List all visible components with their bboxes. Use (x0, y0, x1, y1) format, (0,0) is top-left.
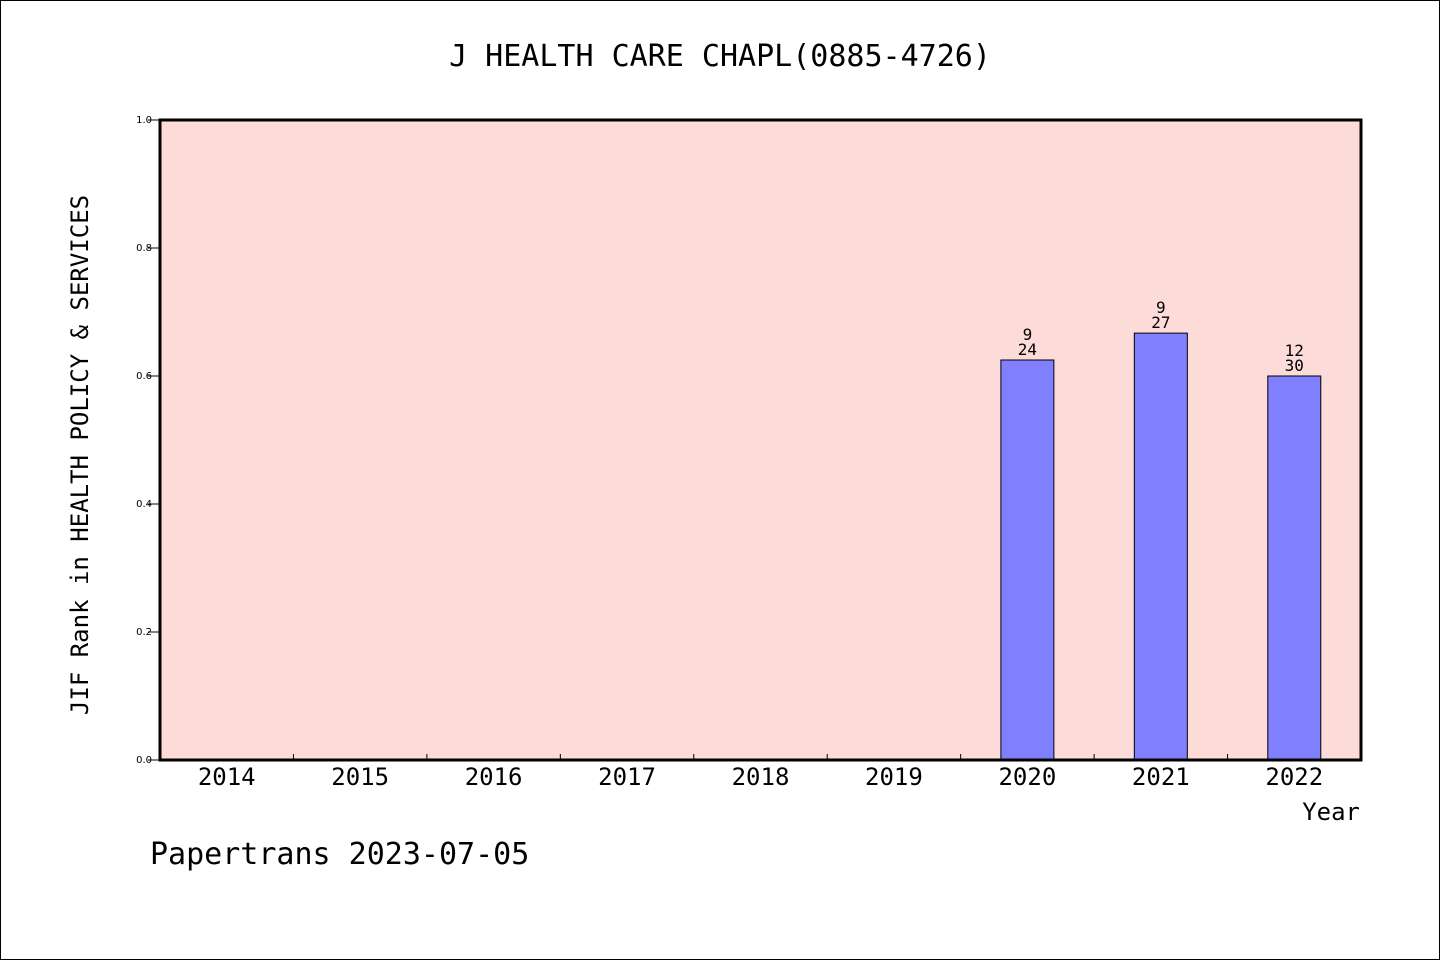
y-axis-ticks: 0.0 0.2 0.4 0.6 0.8 1.0 (136, 115, 160, 766)
x-tick-label-2019: 2019 (865, 763, 923, 791)
x-tick-label-2014: 2014 (198, 763, 256, 791)
bar-rank-label-2021: 9 (1156, 298, 1166, 317)
y-axis-label: JIF Rank in HEALTH POLICY & SERVICES (66, 195, 94, 715)
y-tick-label: 0.2 (136, 627, 152, 638)
chart-title: J HEALTH CARE CHAPL(0885-4726) (449, 39, 991, 74)
y-tick-label: 0.0 (136, 755, 152, 766)
footer-credit: Papertrans 2023-07-05 (150, 837, 529, 872)
y-tick-label: 0.6 (136, 371, 152, 382)
bar-total-label-2020: 24 (1018, 340, 1037, 359)
x-tick-label-2020: 2020 (998, 763, 1056, 791)
x-tick-label-2022: 2022 (1265, 763, 1323, 791)
x-tick-label-2021: 2021 (1132, 763, 1190, 791)
bar-2021 (1133, 332, 1188, 761)
y-tick-label: 1.0 (136, 115, 152, 126)
bars-layer (1000, 332, 1322, 761)
x-tick-label-2016: 2016 (465, 763, 523, 791)
y-tick-label: 0.8 (136, 243, 152, 254)
y-tick-label: 0.4 (136, 499, 152, 510)
x-tick-label-2017: 2017 (598, 763, 656, 791)
x-axis-label: Year (1302, 798, 1360, 826)
bar-rank-label-2020: 9 (1023, 325, 1033, 344)
bar-total-label-2022: 30 (1285, 356, 1304, 375)
bar-2022 (1267, 375, 1322, 761)
bar-total-label-2021: 27 (1151, 313, 1170, 332)
x-axis-ticks: 2014 2015 2016 2017 2018 2019 2020 2021 2022 (198, 754, 1323, 791)
bar-rank-label-2022: 12 (1285, 341, 1304, 360)
x-tick-label-2018: 2018 (732, 763, 790, 791)
bar-2020 (1000, 359, 1055, 761)
x-tick-label-2015: 2015 (331, 763, 389, 791)
plot-border (158, 118, 1363, 762)
